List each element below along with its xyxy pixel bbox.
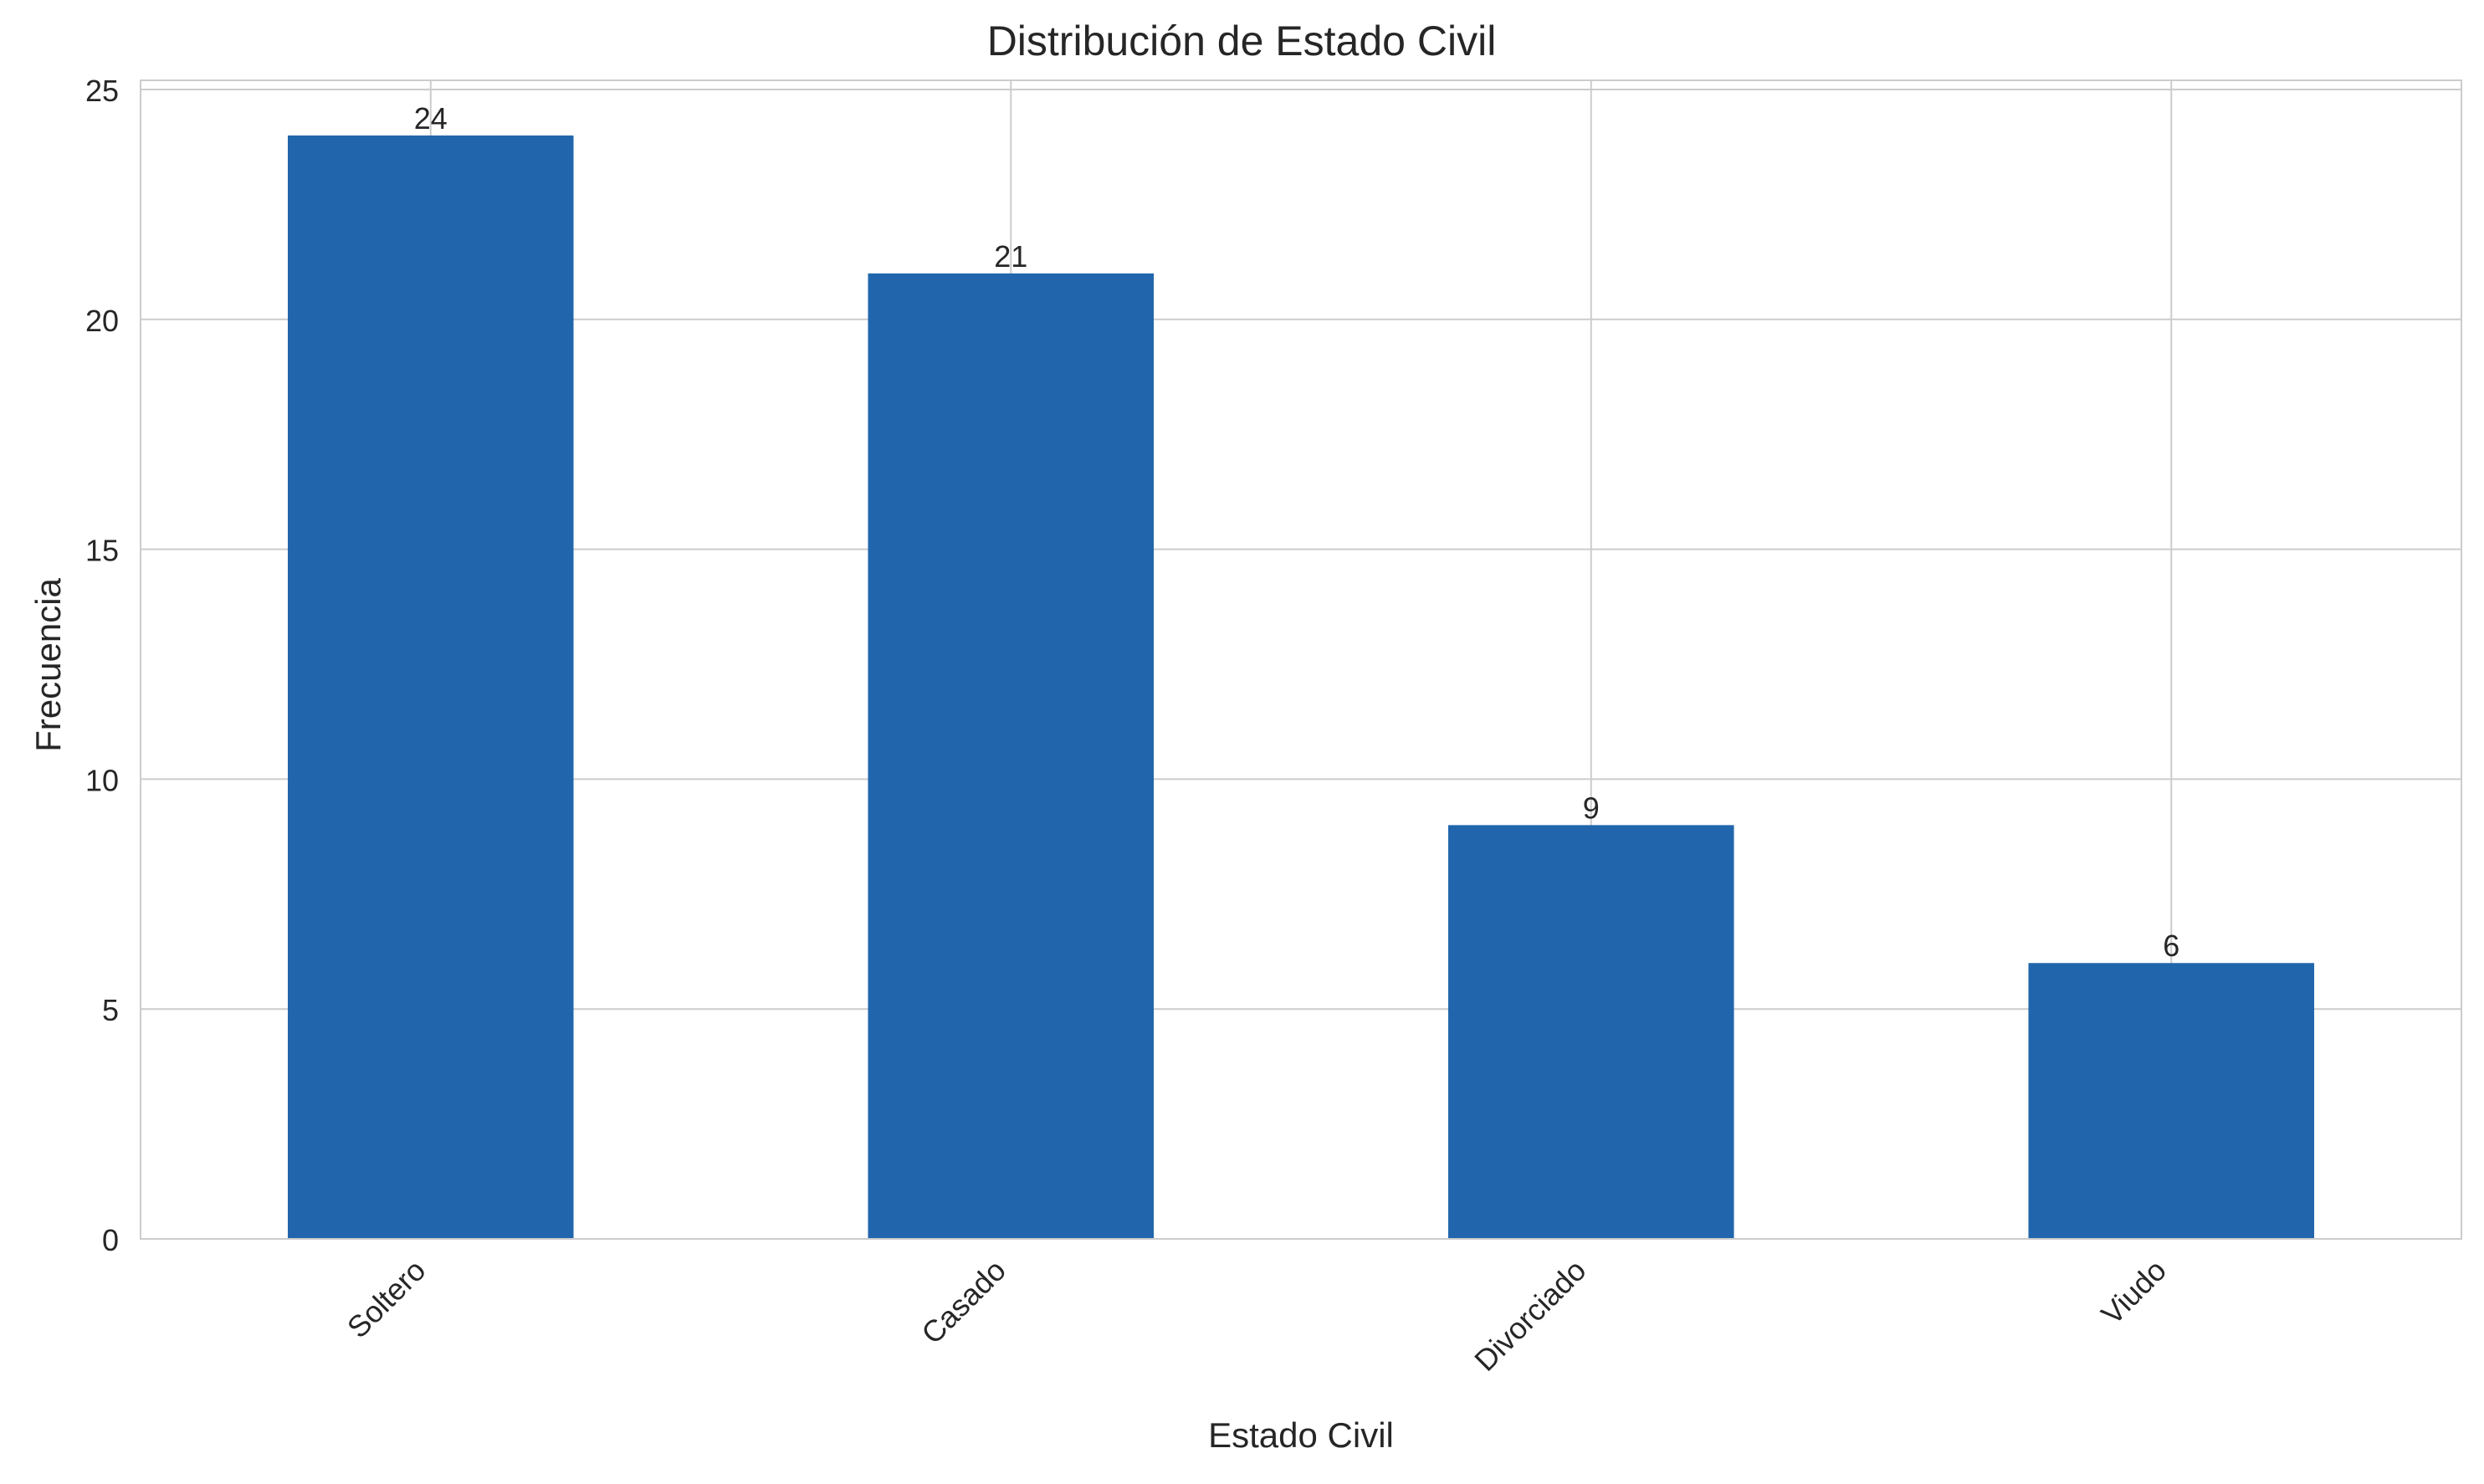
y-tick-label: 5 bbox=[102, 993, 119, 1027]
y-tick-label: 10 bbox=[85, 763, 119, 797]
y-axis-ticks: 0 5 10 15 20 25 bbox=[85, 74, 119, 1257]
bar-value-label: 6 bbox=[2163, 929, 2179, 963]
y-tick-label: 15 bbox=[85, 534, 119, 568]
bar-value-label: 9 bbox=[1583, 791, 1600, 825]
bar-viudo bbox=[2028, 963, 2315, 1239]
chart-title: Distribución de Estado Civil bbox=[987, 18, 1497, 64]
bars-layer bbox=[287, 135, 2315, 1239]
y-tick-label: 0 bbox=[102, 1223, 119, 1257]
bar-divorciado bbox=[1447, 825, 1734, 1239]
bar-value-label: 24 bbox=[414, 101, 448, 136]
y-axis-label: Frecuencia bbox=[28, 577, 68, 751]
bar-casado bbox=[868, 273, 1155, 1239]
y-tick-label: 20 bbox=[85, 304, 119, 338]
bar-soltero bbox=[287, 135, 574, 1239]
plot-frame bbox=[140, 79, 2462, 1240]
labels-layer: 24 21 9 6 bbox=[414, 101, 2180, 963]
bar-value-label: 21 bbox=[994, 239, 1027, 274]
y-tick-label: 25 bbox=[85, 74, 119, 108]
x-axis-label: Estado Civil bbox=[1208, 1415, 1394, 1455]
